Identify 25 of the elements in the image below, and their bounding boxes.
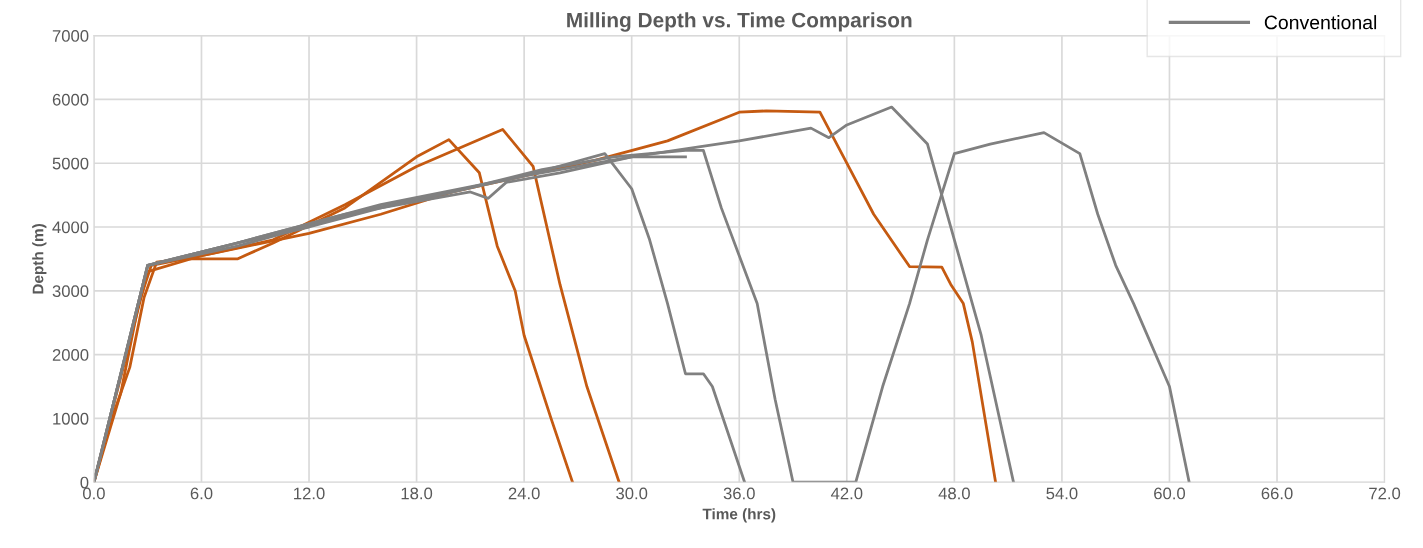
x-tick-label: 0.0: [82, 487, 105, 500]
x-tick-label: 24.0: [508, 487, 540, 500]
y-tick-label: 4000: [52, 221, 89, 234]
x-tick-label: 54.0: [1046, 487, 1078, 500]
y-tick-label: 7000: [52, 30, 89, 42]
x-tick-label: 66.0: [1261, 487, 1293, 500]
x-tick-label: 12.0: [294, 487, 325, 500]
y-axis-title: Depth (m): [32, 224, 47, 294]
y-tick-label: 0: [80, 476, 89, 489]
x-tick-label: 42.0: [830, 487, 863, 500]
x-tick-label: 36.0: [723, 487, 755, 500]
x-tick-label: 60.0: [1154, 487, 1186, 500]
y-tick-label: 3000: [52, 285, 89, 298]
legend-label: Conventional: [1264, 15, 1377, 30]
chart-title: Milling Depth vs. Time Comparison: [567, 12, 912, 32]
x-tick-label: 30.0: [616, 487, 648, 500]
x-tick-label: 6.0: [190, 487, 213, 500]
x-tick-label: 18.0: [401, 487, 433, 500]
y-tick-label: 6000: [52, 93, 89, 106]
x-axis-title: Time (hrs): [702, 508, 776, 523]
x-tick-label: 72.0: [1369, 487, 1401, 500]
y-tick-label: 2000: [52, 349, 89, 361]
x-tick-label: 48.0: [938, 487, 970, 500]
y-tick-label: 1000: [53, 412, 89, 425]
y-tick-label: 5000: [52, 157, 89, 170]
